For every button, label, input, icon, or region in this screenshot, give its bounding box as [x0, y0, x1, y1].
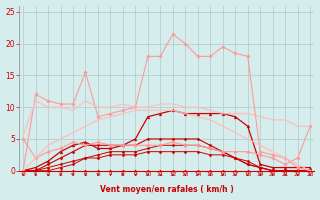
X-axis label: Vent moyen/en rafales ( km/h ): Vent moyen/en rafales ( km/h )	[100, 185, 234, 194]
